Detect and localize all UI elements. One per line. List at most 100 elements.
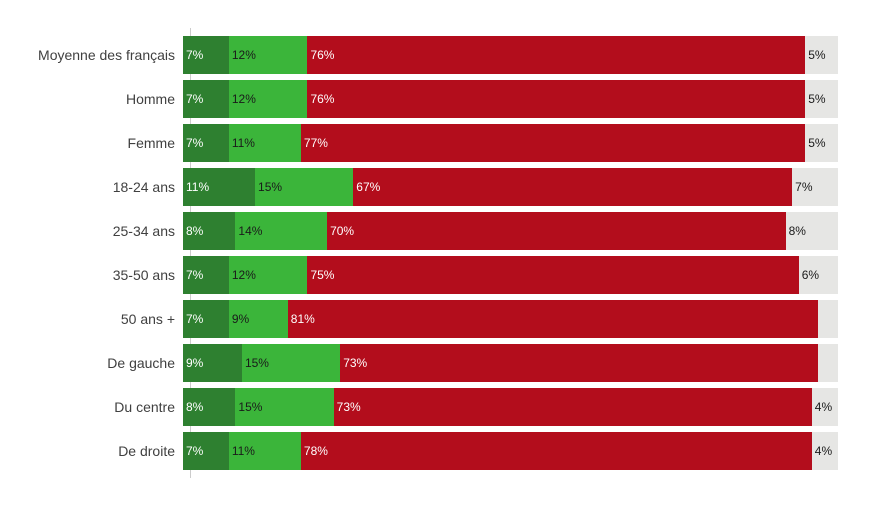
dark-green-segment: 7% <box>183 256 229 294</box>
segment-value-label: 6% <box>801 268 820 282</box>
gray-segment <box>818 300 838 338</box>
segment-value-label: 7% <box>186 444 204 458</box>
light-green-segment: 15% <box>241 344 341 382</box>
bar-row: 50 ans + 7% 9% 81% <box>0 300 838 338</box>
gray-segment: 4% <box>811 388 838 426</box>
red-segment: 76% <box>307 80 806 118</box>
bar-row: Moyenne des français 7% 12% 76% 5% <box>0 36 838 74</box>
dark-green-segment: 7% <box>183 124 229 162</box>
segment-value-label: 67% <box>356 180 381 194</box>
segment-value-label: 70% <box>330 224 355 238</box>
light-green-segment: 15% <box>235 388 334 426</box>
red-segment: 75% <box>307 256 799 294</box>
bar-track: 7% 12% 75% 6% <box>183 256 838 294</box>
segment-value-label: 5% <box>808 92 826 106</box>
red-segment: 78% <box>300 432 812 470</box>
dark-green-segment: 8% <box>183 212 236 250</box>
bar-track: 7% 11% 77% 5% <box>183 124 838 162</box>
dark-green-segment: 7% <box>183 36 229 74</box>
bar-rows-container: Moyenne des français 7% 12% 76% 5% Homme 7%… <box>0 36 838 476</box>
segment-value-label: 5% <box>808 136 826 150</box>
red-segment: 70% <box>327 212 786 250</box>
segment-value-label: 7% <box>186 268 204 282</box>
segment-value-label: 11% <box>186 180 210 194</box>
segment-value-label: 73% <box>343 356 368 370</box>
segment-value-label: 8% <box>788 224 806 238</box>
category-label: Femme <box>127 135 175 151</box>
category-label: 50 ans + <box>120 311 175 327</box>
segment-value-label: 7% <box>186 312 204 326</box>
bar-row: Homme 7% 12% 76% 5% <box>0 80 838 118</box>
segment-value-label: 9% <box>186 356 204 370</box>
category-label: 18-24 ans <box>112 179 175 195</box>
bar-row: 18-24 ans 11% 15% 67% 7% <box>0 168 838 206</box>
light-green-segment: 12% <box>228 80 308 118</box>
light-green-segment: 14% <box>235 212 328 250</box>
category-label: De gauche <box>107 355 175 371</box>
segment-value-label: 7% <box>186 48 204 62</box>
segment-value-label: 7% <box>186 136 204 150</box>
gray-segment: 6% <box>798 256 838 294</box>
dark-green-segment: 9% <box>183 344 242 382</box>
segment-value-label: 14% <box>238 224 263 238</box>
red-segment: 73% <box>333 388 812 426</box>
bar-track: 7% 12% 76% 5% <box>183 80 838 118</box>
segment-value-label: 75% <box>310 268 335 282</box>
dark-green-segment: 11% <box>183 168 256 206</box>
segment-value-label: 76% <box>310 92 335 106</box>
category-label: 35-50 ans <box>112 267 175 283</box>
segment-value-label: 8% <box>186 224 204 238</box>
gray-segment: 5% <box>805 124 838 162</box>
gray-segment: 5% <box>805 36 838 74</box>
segment-value-label: 77% <box>303 136 328 150</box>
bar-track: 8% 15% 73% 4% <box>183 388 838 426</box>
category-label: Homme <box>125 91 175 107</box>
red-segment: 81% <box>287 300 819 338</box>
bar-row: De gauche 9% 15% 73% <box>0 344 838 382</box>
category-label: De droite <box>118 443 175 459</box>
light-green-segment: 11% <box>228 432 301 470</box>
segment-value-label: 12% <box>231 268 256 282</box>
light-green-segment: 9% <box>228 300 288 338</box>
light-green-segment: 12% <box>228 36 308 74</box>
bar-row: Femme 7% 11% 77% 5% <box>0 124 838 162</box>
category-label: Moyenne des français <box>38 47 175 63</box>
segment-value-label: 9% <box>231 312 250 326</box>
bar-track: 7% 9% 81% <box>183 300 838 338</box>
red-segment: 67% <box>353 168 793 206</box>
segment-value-label: 76% <box>310 48 335 62</box>
segment-value-label: 15% <box>244 356 269 370</box>
segment-value-label: 7% <box>186 92 204 106</box>
bar-track: 8% 14% 70% 8% <box>183 212 838 250</box>
dark-green-segment: 8% <box>183 388 236 426</box>
dark-green-segment: 7% <box>183 300 229 338</box>
dark-green-segment: 7% <box>183 80 229 118</box>
light-green-segment: 12% <box>228 256 308 294</box>
segment-value-label: 8% <box>186 400 204 414</box>
bar-track: 7% 12% 76% 5% <box>183 36 838 74</box>
segment-value-label: 81% <box>290 312 315 326</box>
gray-segment: 5% <box>805 80 838 118</box>
segment-value-label: 12% <box>231 92 256 106</box>
segment-value-label: 11% <box>231 136 255 150</box>
bar-row: 25-34 ans 8% 14% 70% 8% <box>0 212 838 250</box>
red-segment: 76% <box>307 36 806 74</box>
bar-row: De droite 7% 11% 78% 4% <box>0 432 838 470</box>
bar-track: 9% 15% 73% <box>183 344 838 382</box>
bar-track: 7% 11% 78% 4% <box>183 432 838 470</box>
gray-segment <box>818 344 838 382</box>
dark-green-segment: 7% <box>183 432 229 470</box>
bar-row: Du centre 8% 15% 73% 4% <box>0 388 838 426</box>
segment-value-label: 15% <box>258 180 283 194</box>
segment-value-label: 78% <box>303 444 328 458</box>
segment-value-label: 12% <box>231 48 256 62</box>
gray-segment: 4% <box>811 432 838 470</box>
segment-value-label: 11% <box>231 444 255 458</box>
gray-segment: 8% <box>785 212 838 250</box>
segment-value-label: 4% <box>814 400 833 414</box>
segment-value-label: 5% <box>808 48 826 62</box>
light-green-segment: 15% <box>255 168 354 206</box>
gray-segment: 7% <box>792 168 838 206</box>
segment-value-label: 73% <box>336 400 361 414</box>
